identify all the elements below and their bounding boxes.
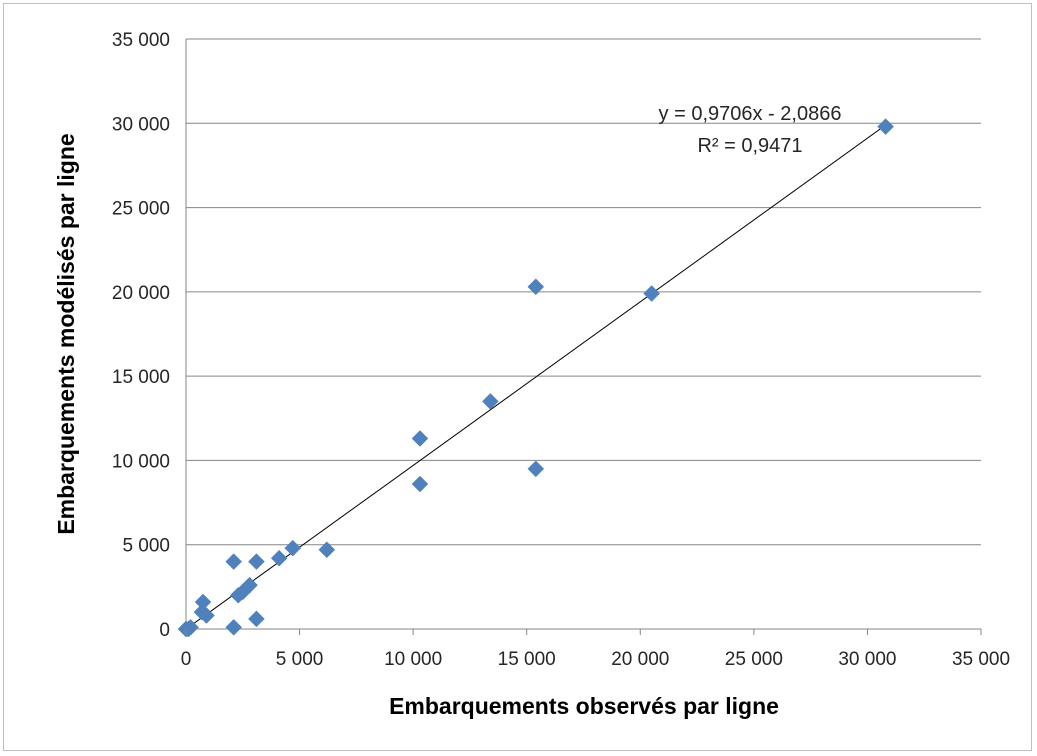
x-axis-title: Embarquements observés par ligne xyxy=(389,693,779,719)
data-point xyxy=(877,118,894,136)
x-tick-label: 15 000 xyxy=(498,649,556,670)
x-tick-label: 35 000 xyxy=(952,649,1010,670)
trendline-group xyxy=(185,124,886,630)
data-point xyxy=(241,576,258,594)
x-tick-label: 20 000 xyxy=(611,649,669,670)
y-tick-label: 35 000 xyxy=(112,30,170,51)
data-point xyxy=(225,618,243,636)
x-tick-label: 25 000 xyxy=(725,649,783,670)
data-point xyxy=(248,610,265,628)
y-tick-label: 10 000 xyxy=(112,451,170,472)
data-point xyxy=(411,430,429,447)
data-point xyxy=(198,607,215,624)
data-point xyxy=(411,475,429,493)
y-tick-label: 5 000 xyxy=(122,536,170,557)
y-axis-ticks: 0 5 000 10 000 15 000 20 000 25 000 30 000 35 0… xyxy=(112,30,170,641)
y-tick-label: 30 000 xyxy=(112,114,170,135)
x-axis-ticks: 0 5 000 10 000 15 000 20 000 25 000 30 000 35 0… xyxy=(181,629,1010,670)
data-point xyxy=(270,549,288,567)
chart-frame xyxy=(3,3,1032,751)
y-tick-label: 15 000 xyxy=(112,367,170,388)
y-tick-label: 25 000 xyxy=(112,199,170,220)
data-point xyxy=(482,393,499,410)
gridlines xyxy=(185,38,981,630)
x-tick-label: 5 000 xyxy=(276,649,324,670)
trendline-r-squared: R² = 0,9471 xyxy=(697,135,802,157)
data-point xyxy=(527,278,545,296)
x-tick-label: 0 xyxy=(181,649,192,670)
y-tick-label: 0 xyxy=(159,620,170,641)
data-point xyxy=(182,618,199,636)
trendline xyxy=(185,124,886,630)
data-point xyxy=(643,285,660,302)
data-point xyxy=(527,460,545,478)
data-point xyxy=(284,539,302,557)
data-point xyxy=(248,553,265,570)
trendline-equation: y = 0,9706x - 2,0866 xyxy=(659,103,842,125)
x-tick-label: 10 000 xyxy=(384,649,442,670)
x-tick-label: 30 000 xyxy=(838,649,896,670)
data-points xyxy=(177,118,894,638)
y-axis-title: Embarquements modélisés par ligne xyxy=(53,133,79,534)
y-tick-label: 20 000 xyxy=(112,283,170,304)
data-point xyxy=(225,553,243,570)
data-point xyxy=(194,593,212,611)
data-point xyxy=(318,541,336,559)
